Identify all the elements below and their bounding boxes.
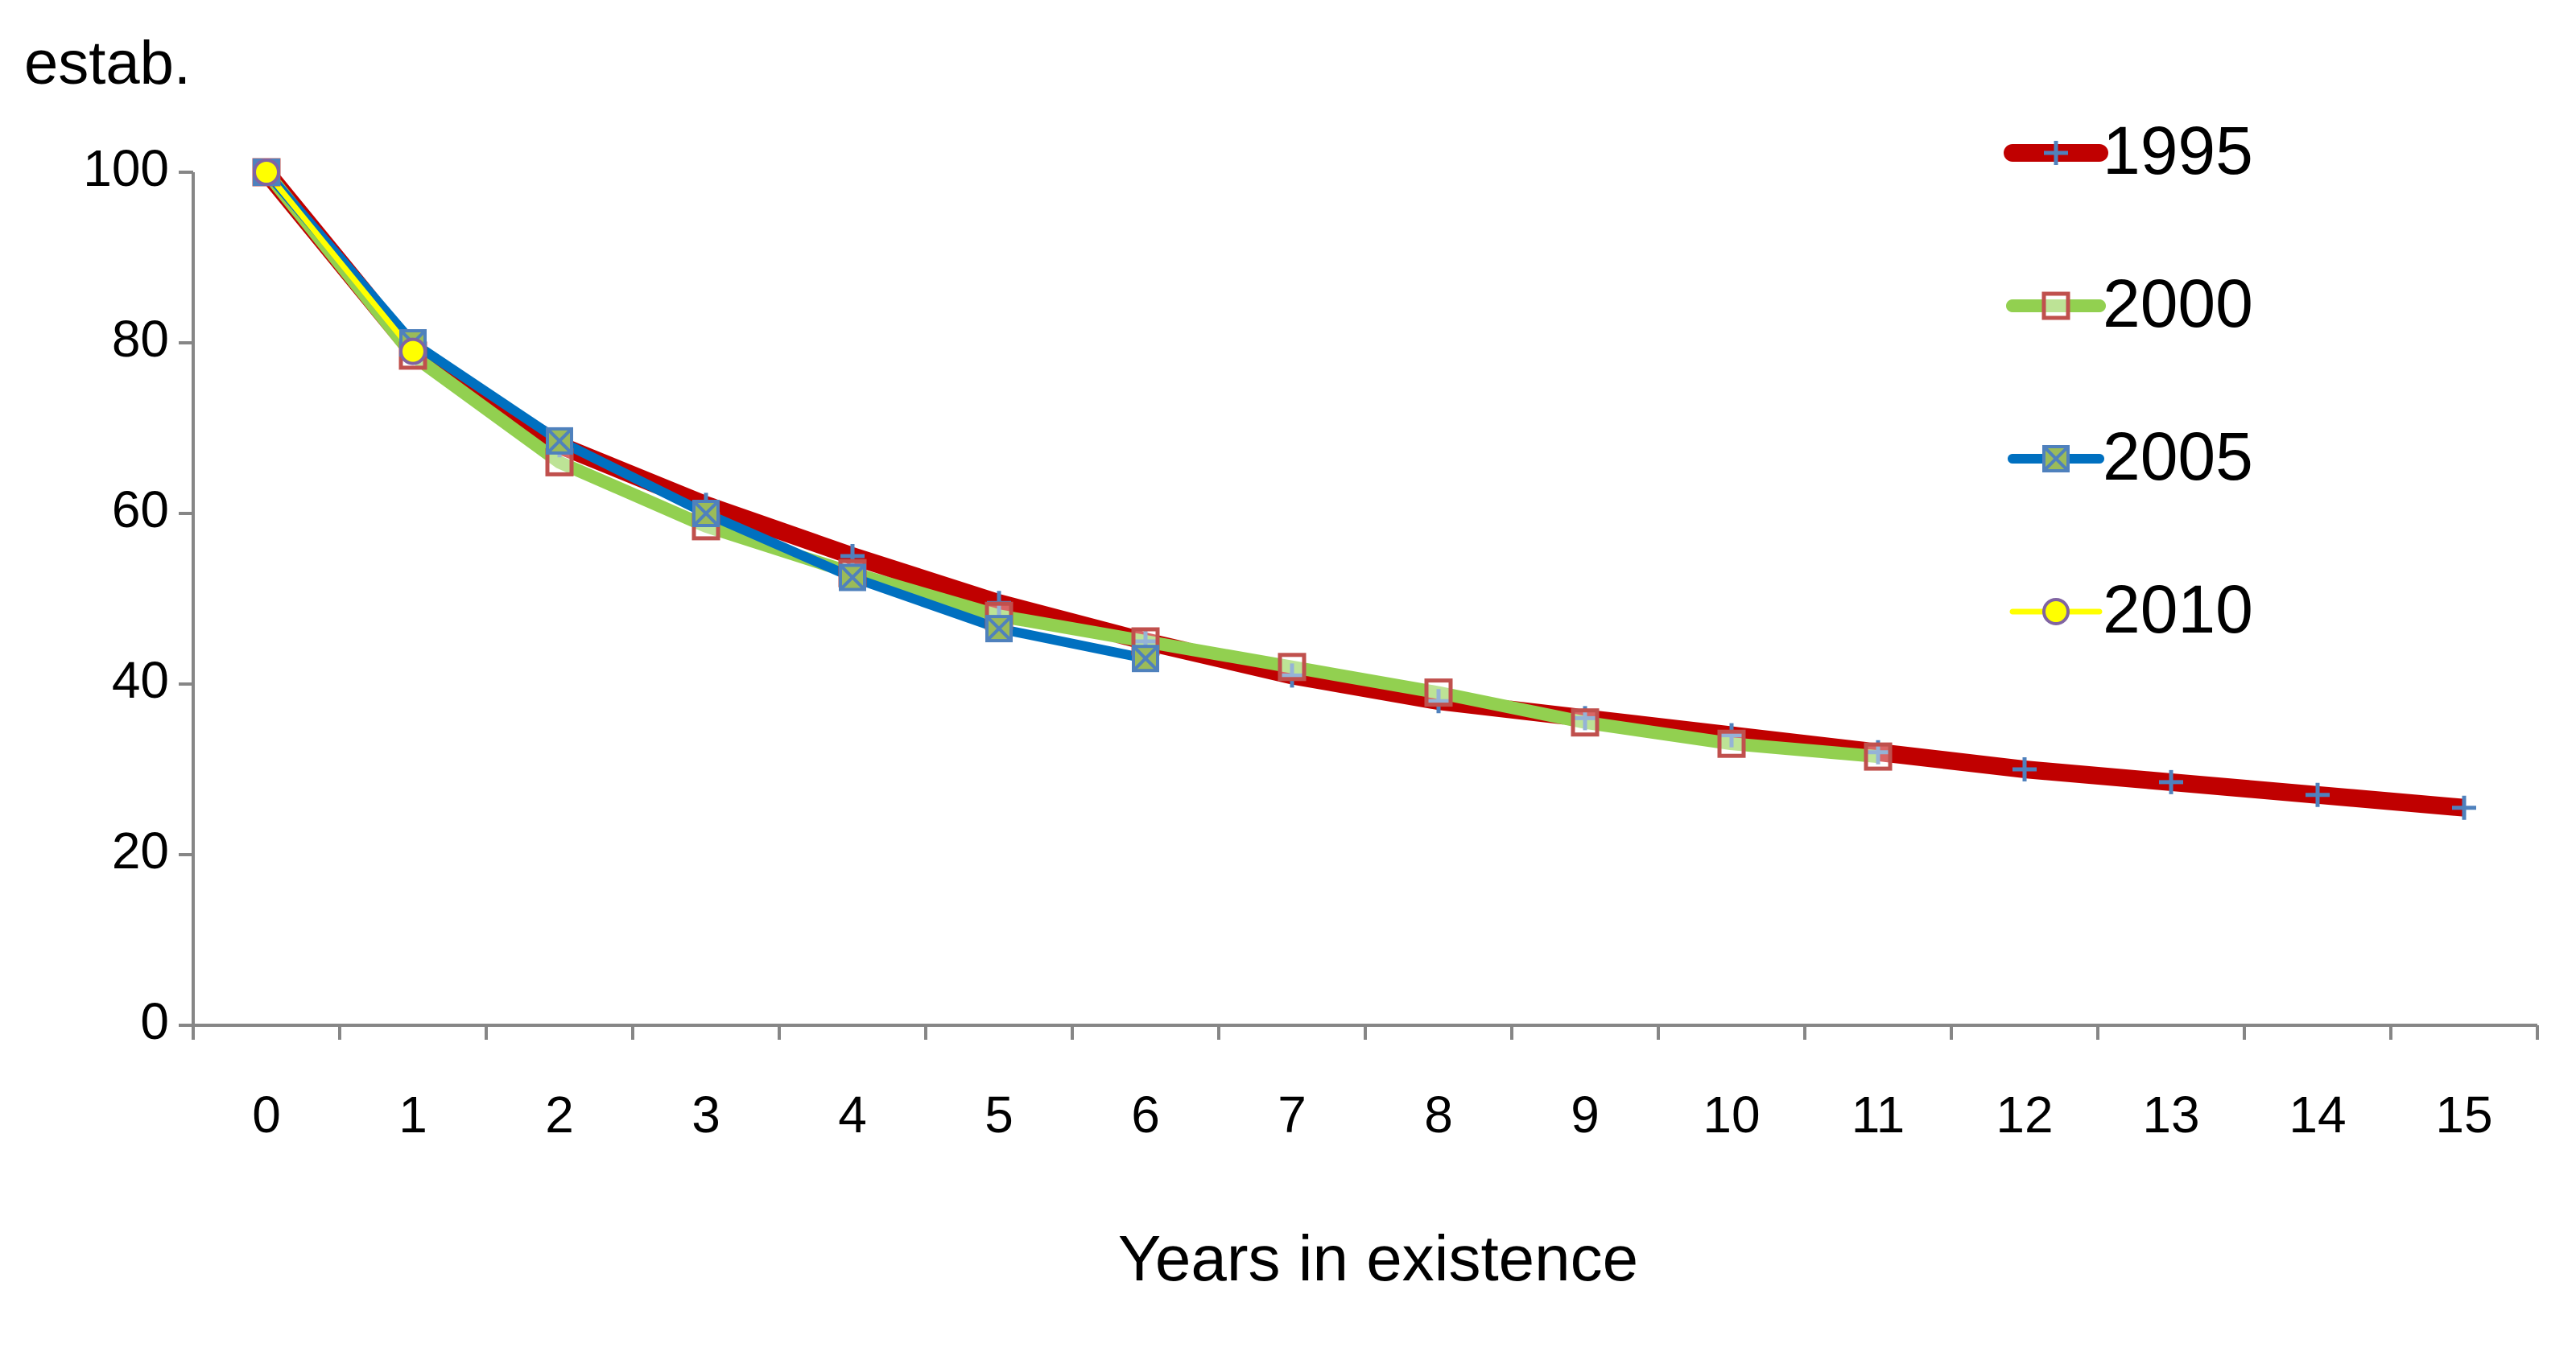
legend-marker <box>2044 141 2068 165</box>
y-tick-label: 100 <box>83 139 169 197</box>
point <box>2306 782 2330 807</box>
legend-marker <box>2042 598 2070 625</box>
marker-shape <box>399 337 427 365</box>
x-tick-label: 9 <box>1571 1086 1600 1144</box>
marker-shape <box>2041 291 2070 320</box>
point <box>1571 708 1600 737</box>
marker-shape <box>1719 723 1744 748</box>
point <box>546 427 573 455</box>
x-tick-label: 7 <box>1278 1086 1307 1144</box>
x-tick-label: 5 <box>985 1086 1013 1144</box>
marker-shape <box>839 564 866 591</box>
point <box>399 337 427 365</box>
marker-shape <box>1132 645 1159 672</box>
marker-shape <box>546 427 573 455</box>
y-tick-label: 20 <box>112 822 169 880</box>
x-tick-label: 10 <box>1703 1086 1760 1144</box>
point <box>1717 729 1746 758</box>
legend-marker <box>2041 291 2070 320</box>
marker-shape <box>692 500 720 527</box>
point <box>1864 742 1893 771</box>
y-tick-label: 40 <box>112 651 169 709</box>
point <box>1278 653 1307 682</box>
legend-label: 1995 <box>2103 113 2253 188</box>
point <box>1424 678 1453 707</box>
point <box>253 159 280 186</box>
point <box>839 563 866 592</box>
legend-label: 2005 <box>2103 418 2253 494</box>
marker-shape <box>1280 663 1304 688</box>
x-tick-label: 4 <box>838 1086 867 1144</box>
marker-shape <box>1717 729 1746 758</box>
marker-shape <box>1571 708 1600 737</box>
point <box>1426 689 1451 714</box>
series-line <box>261 168 1879 764</box>
marker-shape <box>1278 653 1307 682</box>
x-tick-label: 11 <box>1852 1086 1905 1144</box>
x-tick-label: 14 <box>2289 1086 2346 1144</box>
marker-shape <box>2159 769 2183 794</box>
legend-marker <box>2042 445 2070 472</box>
marker-shape <box>1424 678 1453 707</box>
x-tick-label: 15 <box>2435 1086 2492 1144</box>
point <box>2452 795 2476 820</box>
legend-label: 2010 <box>2103 571 2253 647</box>
point <box>1132 645 1159 673</box>
marker-shape <box>2042 598 2070 625</box>
marker-shape <box>2044 141 2068 165</box>
marker-shape <box>1426 689 1451 714</box>
point <box>692 500 720 527</box>
x-tick-label: 6 <box>1131 1086 1160 1144</box>
point <box>1280 663 1304 688</box>
point <box>1719 723 1744 748</box>
y-tick-label: 60 <box>112 480 169 538</box>
marker-shape <box>2452 795 2476 820</box>
y-tick-label: 0 <box>140 992 169 1050</box>
x-tick-label: 0 <box>252 1086 281 1144</box>
legend-label: 2000 <box>2103 266 2253 341</box>
y-tick-label: 80 <box>112 310 169 368</box>
point <box>985 615 1013 643</box>
x-tick-label: 2 <box>545 1086 574 1144</box>
x-tick-label: 3 <box>691 1086 720 1144</box>
marker-shape <box>1864 742 1893 771</box>
series-line <box>262 169 1147 664</box>
x-tick-label: 1 <box>398 1086 427 1144</box>
marker-shape <box>253 159 280 186</box>
marker-shape <box>985 615 1013 642</box>
point <box>2013 757 2037 781</box>
series-line <box>264 170 415 353</box>
marker-shape <box>2013 757 2037 781</box>
x-axis-label: Years in existence <box>1118 1222 1638 1294</box>
marker-shape <box>2306 782 2330 807</box>
y-axis-label: estab. <box>24 29 191 97</box>
marker-shape <box>2042 445 2070 472</box>
point <box>2159 769 2183 794</box>
x-tick-label: 8 <box>1424 1086 1453 1144</box>
x-tick-label: 13 <box>2142 1086 2199 1144</box>
x-tick-label: 12 <box>1996 1086 2053 1144</box>
